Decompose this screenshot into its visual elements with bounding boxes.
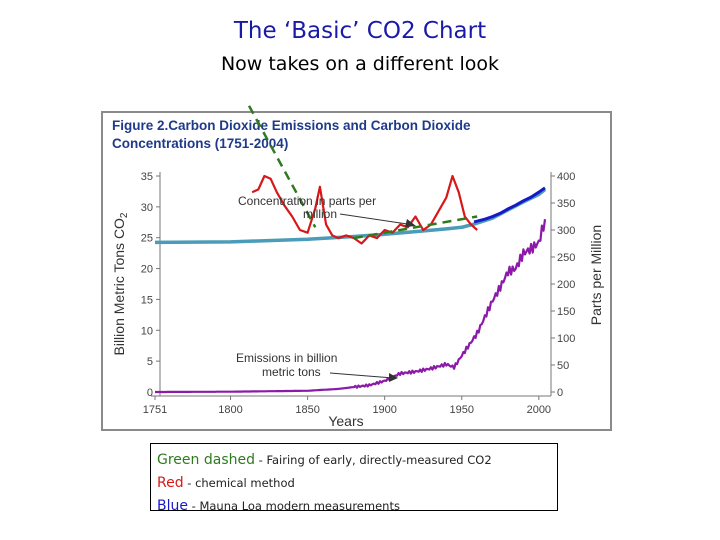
annotation-emissions-arrowhead [389, 373, 398, 382]
y-right-tick-label: 100 [557, 333, 575, 345]
y-right-tick-label: 300 [557, 225, 575, 237]
y-left-tick-label: 25 [141, 233, 153, 245]
annotation-concentration-arrowhead [405, 219, 416, 227]
legend-item-green: Green dashed - Fairing of early, directl… [157, 448, 551, 471]
legend-key-blue: Blue [157, 498, 188, 514]
series-green-dashed-segment-1 [247, 105, 317, 228]
y-right-tick-label: 50 [557, 360, 569, 372]
slide-subtitle: Now takes on a different look [220, 53, 500, 75]
y-right-tick-label: 350 [557, 198, 575, 210]
annotation-concentration-line1: Concentration in parts per [238, 194, 376, 208]
figure-frame [101, 111, 612, 431]
y-right-tick-label: 150 [557, 306, 575, 318]
legend-box: Green dashed - Fairing of early, directl… [150, 443, 558, 514]
annotation-concentration-arrow [339, 213, 415, 226]
y-axis-right-label: Parts per Million [588, 225, 604, 325]
series-red-chemical-line [251, 174, 478, 245]
y-left-tick-label: 15 [141, 294, 153, 306]
legend-item-blue: Blue - Mauna Loa modern measurements [157, 494, 551, 517]
y-left-tick-label: 20 [141, 264, 153, 276]
y-right-tick-label: 200 [557, 279, 575, 291]
y-right-tick-label: 250 [557, 252, 575, 264]
y-axis-left-label: Billion Metric Tons CO2 [111, 212, 130, 355]
annotation-emissions-line2: metric tons [262, 365, 321, 379]
y-left-tick-label: 10 [141, 325, 153, 337]
y-left-tick-label: 5 [147, 356, 153, 368]
x-tick-label: 1950 [450, 404, 474, 416]
slide-title: The ‘Basic’ CO2 Chart [233, 18, 487, 44]
chart-title-line2: Concentrations (1751-2004) [112, 136, 288, 151]
y-right-tick-label: 0 [557, 387, 563, 399]
legend-item-red: Red - chemical method [157, 471, 551, 494]
annotation-concentration-line2: million [303, 207, 337, 221]
x-tick-label: 1900 [372, 404, 396, 416]
legend-key-green: Green dashed [157, 452, 255, 468]
series-green-dashed-segment-2 [353, 215, 478, 240]
annotation-emissions-line1: Emissions in billion [236, 351, 337, 365]
y-left-tick-label: 30 [141, 202, 153, 214]
x-tick-label: 1850 [295, 404, 319, 416]
series-blue-maunaloa-line [473, 186, 546, 224]
x-tick-label: 2000 [527, 404, 551, 416]
legend-desc-red: - chemical method [183, 476, 295, 490]
series-emissions-line [155, 219, 547, 394]
legend-desc-green: - Fairing of early, directly-measured CO… [254, 453, 492, 467]
legend-desc-blue: - Mauna Loa modern measurements [187, 499, 400, 513]
legend-key-red: Red [157, 475, 184, 491]
x-axis-label: Years [328, 413, 363, 429]
chart-title-line1: Figure 2.Carbon Dioxide Emissions and Ca… [112, 118, 471, 133]
y-left-tick-label: 35 [141, 171, 153, 183]
x-tick-label: 1800 [218, 404, 242, 416]
x-tick-label: 1751 [143, 404, 167, 416]
y-left-tick-label: 0 [147, 387, 153, 399]
y-right-tick-label: 400 [557, 171, 575, 183]
annotation-emissions-arrow [329, 372, 394, 379]
